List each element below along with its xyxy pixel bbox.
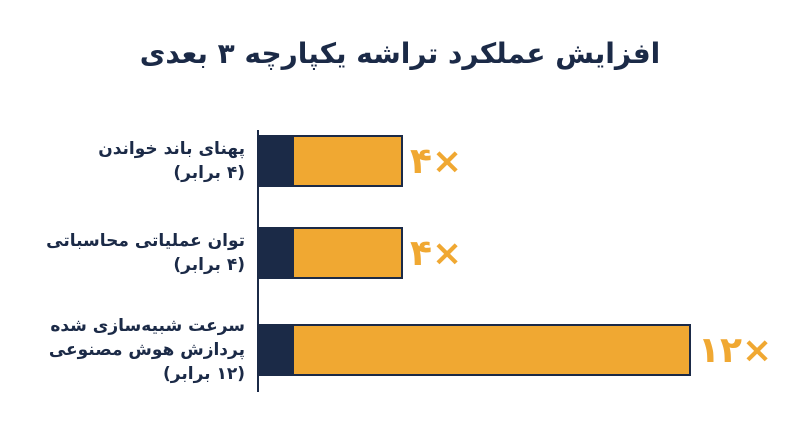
category-label: (۴ برابر) [173, 163, 245, 183]
bar-base [258, 325, 294, 375]
category-label: (۴ برابر) [173, 255, 245, 275]
bar [257, 324, 691, 376]
bar-base [258, 228, 294, 278]
chart-title: افزایش عملکرد تراشه یکپارچه ۳ بعدی [140, 37, 661, 70]
category-label: پهنای باند خواندن [98, 139, 245, 159]
value-label: ۱۲× [698, 330, 772, 371]
value-label: ۴× [410, 233, 462, 274]
bar-base [258, 136, 294, 186]
category-label: پردازش هوش مصنوعی [49, 340, 245, 360]
category-label: (۱۲ برابر) [163, 364, 245, 384]
value-label: ۴× [410, 141, 462, 182]
category-label: توان عملیاتی محاسباتی [46, 231, 245, 251]
category-label: سرعت شبیه‌سازی شده [50, 316, 245, 336]
